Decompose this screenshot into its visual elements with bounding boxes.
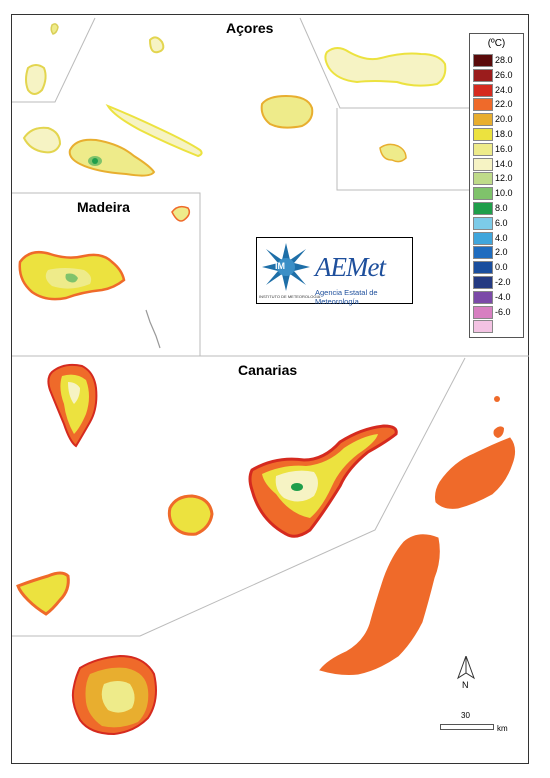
legend-label: 18.0 xyxy=(495,129,513,139)
island-fuerteventura xyxy=(319,534,440,675)
legend-swatch xyxy=(473,157,493,171)
region-title-canarias: Canarias xyxy=(238,362,298,378)
legend-label: 6.0 xyxy=(495,217,508,228)
legend-swatch xyxy=(473,142,493,156)
legend-swatch xyxy=(473,202,493,215)
legend-swatch xyxy=(473,68,493,82)
island-sao-jorge xyxy=(105,103,203,158)
aemet-logo-text: AEMet xyxy=(315,252,386,282)
legend-swatch xyxy=(473,261,493,275)
legend-swatch xyxy=(473,305,493,319)
im-logo-text: IM xyxy=(275,261,285,271)
legend-label: -6.0 xyxy=(495,306,511,317)
legend-swatch xyxy=(473,128,493,141)
legend-swatch xyxy=(473,83,493,97)
island-terceira xyxy=(260,94,314,129)
legend-swatch xyxy=(473,98,493,112)
legend-label: 28.0 xyxy=(495,55,513,65)
aemet-logo-subtitle: Agencia Estatal de Meteorología xyxy=(315,288,378,306)
legend-swatch xyxy=(473,320,493,334)
legend-unit: (ºC) xyxy=(487,38,506,49)
legend-row: 26.0 xyxy=(473,68,523,82)
legend-row: 4.0 xyxy=(473,231,523,245)
legend-label: 4.0 xyxy=(495,232,508,243)
legend-row: -4.0 xyxy=(473,290,523,304)
legend-swatch xyxy=(473,113,493,127)
legend-swatch xyxy=(473,246,493,260)
north-arrow-icon xyxy=(457,656,475,680)
legend-label: 8.0 xyxy=(495,203,508,213)
legend-label: 24.0 xyxy=(495,84,513,95)
islands-desertas xyxy=(145,309,161,349)
legend-label: 10.0 xyxy=(495,188,513,199)
legend-row: 22.0 xyxy=(473,98,523,112)
legend-label: 22.0 xyxy=(495,99,513,110)
legend-label: 2.0 xyxy=(495,247,508,258)
north-label: N xyxy=(462,680,469,690)
island-el-hierro xyxy=(16,571,70,616)
legend-row: 12.0 xyxy=(473,172,523,186)
legend-row: 10.0 xyxy=(473,187,523,201)
island-santa-maria xyxy=(379,143,407,163)
legend-row: 0.0 xyxy=(473,261,523,275)
legend-label: -4.0 xyxy=(495,291,511,302)
madeira-islands xyxy=(18,205,191,349)
scale-value: 30 xyxy=(461,711,470,720)
island-alegranza xyxy=(494,396,500,402)
legend-row: 6.0 xyxy=(473,216,523,230)
island-pico xyxy=(68,138,156,177)
legend-swatch xyxy=(473,216,493,230)
legend-row: 18.0 xyxy=(473,128,523,141)
island-graciosa xyxy=(148,36,165,54)
region-title-madeira: Madeira xyxy=(77,199,130,215)
im-star-logo-icon xyxy=(262,243,310,291)
island-graciosa-canarias xyxy=(493,426,504,438)
island-flores xyxy=(25,64,47,95)
legend-row: 2.0 xyxy=(473,246,523,260)
island-porto-santo xyxy=(171,205,191,222)
legend-row: -6.0 xyxy=(473,305,523,319)
island-corvo xyxy=(50,23,59,35)
logo-box: IM INSTITUTO DE METEOROLOGIA AEMet Agenc… xyxy=(256,237,413,306)
legend-swatch xyxy=(473,276,493,289)
island-lanzarote xyxy=(435,437,516,509)
legend-label: 26.0 xyxy=(495,69,513,80)
legend-swatch xyxy=(473,172,493,186)
legend-swatch xyxy=(473,187,493,201)
legend-swatch xyxy=(473,231,493,245)
legend-swatch xyxy=(473,290,493,304)
legend-row: 28.0 xyxy=(473,54,523,67)
legend-row: 8.0 xyxy=(473,202,523,215)
island-sao-miguel xyxy=(324,47,447,87)
region-title-azores: Açores xyxy=(226,20,274,36)
azores-islands xyxy=(22,23,447,177)
legend-label: -2.0 xyxy=(495,277,511,287)
panel-dividers xyxy=(12,17,529,637)
legend-label: 12.0 xyxy=(495,173,513,184)
map-frame xyxy=(11,14,529,764)
legend-row: 14.0 xyxy=(473,157,523,171)
legend-row: -2.0 xyxy=(473,276,523,289)
temperature-legend: (ºC) 28.0 26.0 24.0 22.0 20.0 18.0 16.0 14.0 12.… xyxy=(469,33,524,338)
legend-swatch xyxy=(473,54,493,67)
scale-unit: km xyxy=(497,724,508,733)
island-la-gomera xyxy=(167,494,214,536)
legend-label: 20.0 xyxy=(495,114,513,125)
legend-row: 24.0 xyxy=(473,83,523,97)
im-logo-subtitle: INSTITUTO DE METEOROLOGIA xyxy=(259,294,321,299)
legend-row: 16.0 xyxy=(473,142,523,156)
island-faial xyxy=(22,126,62,154)
scale-bar-graphic xyxy=(440,724,494,730)
legend-label: 16.0 xyxy=(495,143,513,154)
legend-row: 20.0 xyxy=(473,113,523,127)
legend-label: 0.0 xyxy=(495,262,508,273)
legend-label: 14.0 xyxy=(495,158,513,169)
canarias-islands xyxy=(16,363,516,736)
legend-row xyxy=(473,320,523,334)
